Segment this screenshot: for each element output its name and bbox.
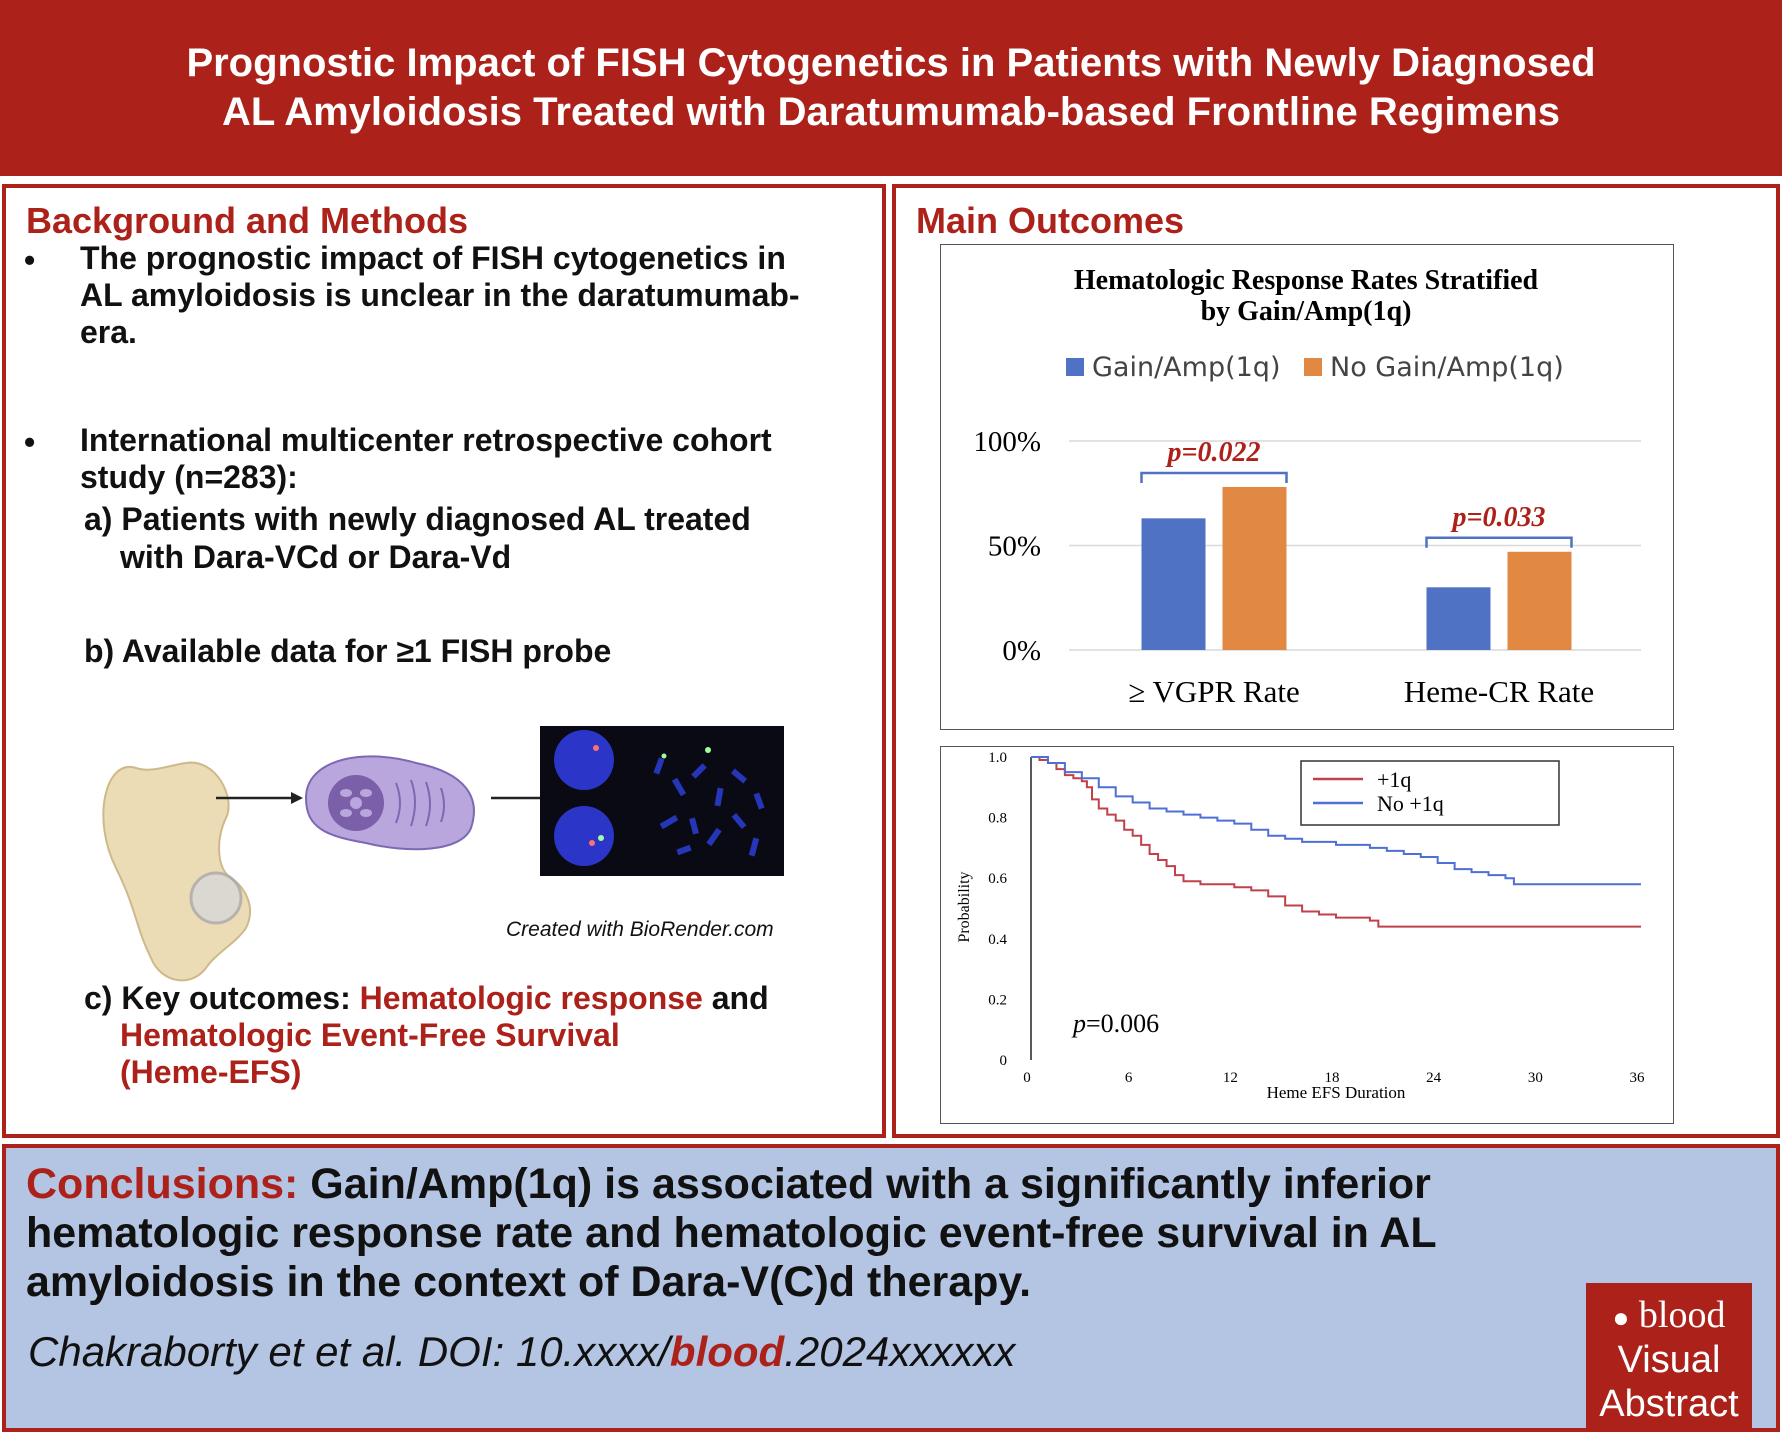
bullet-2-line-1: International multicenter retrospective … <box>80 422 772 458</box>
bar <box>1222 486 1287 650</box>
outcomes-heading: Main Outcomes <box>916 200 1185 241</box>
x-tick-label: 36 <box>1630 1070 1646 1086</box>
fish-microscopy-image <box>540 726 784 876</box>
item-a-line-1: a) Patients with newly diagnosed AL trea… <box>84 501 751 537</box>
bullet-1-line-3: era. <box>80 314 137 350</box>
km-p-value: p=0.006 <box>1071 1009 1159 1038</box>
legend-label: Gain/Amp(1q) <box>1092 352 1280 383</box>
blood-logo: ● blood <box>1586 1293 1752 1337</box>
bar-chart-title-line-1: Hematologic Response Rates Stratified <box>1074 265 1539 296</box>
bullet-2-text: International multicenter retrospective … <box>80 422 772 496</box>
x-tick-label: 30 <box>1528 1070 1543 1086</box>
conclusions-line-1: Gain/Amp(1q) is associated with a signif… <box>298 1160 1431 1208</box>
km-legend-box <box>1300 760 1560 826</box>
legend-label: No +1q <box>1377 791 1444 816</box>
title-line-2: AL Amyloidosis Treated with Daratumumab-… <box>221 90 1561 134</box>
item-c: c) Key outcomes: Hematologic response an… <box>84 980 769 1091</box>
significance-bracket <box>1140 471 1288 483</box>
x-tick-label: 0 <box>1023 1070 1031 1086</box>
y-tick-label: 0.2 <box>988 992 1007 1008</box>
category-label: ≥ VGPR Rate <box>1128 674 1299 709</box>
badge-line-2: Abstract <box>1599 1383 1739 1425</box>
x-axis-label: Heme EFS Duration <box>1267 1083 1406 1102</box>
blood-visual-abstract-badge: ● blood Visual Abstract <box>1586 1283 1752 1431</box>
bar <box>1141 518 1206 650</box>
citation-journal: blood <box>669 1328 785 1375</box>
y-tick-label: 0 <box>1000 1053 1008 1069</box>
km-chart-box: 0 0.2 0.4 0.6 0.8 1.0 0 6 12 18 24 30 36 Heme EFS Dur… <box>940 746 1674 1124</box>
bar-chart: Hematologic Response Rates Stratifiedby … <box>973 265 1641 709</box>
bar-chart-box: Hematologic Response Rates Stratified by … <box>940 244 1674 730</box>
fish-workflow-illustration <box>102 726 784 982</box>
plasma-cell-icon <box>304 755 475 851</box>
bullet-1-line-2: AL amyloidosis is unclear in the daratum… <box>80 277 800 313</box>
y-tick-label: 0.6 <box>988 871 1007 887</box>
legend-swatch <box>1066 358 1084 376</box>
y-axis-label: Probability <box>956 871 973 942</box>
x-tick-label: 12 <box>1223 1070 1238 1086</box>
legend-label: +1q <box>1377 767 1411 792</box>
title-line-1: Prognostic Impact of FISH Cytogenetics i… <box>186 41 1596 85</box>
citation: Chakraborty et et al. DOI: 10.xxxx/blood… <box>28 1328 1015 1376</box>
item-c-highlight-2: Hematologic Event-Free Survival <box>120 1017 620 1053</box>
blood-logo-text: blood <box>1638 1294 1726 1336</box>
conclusions-line-2: hematologic response rate and hematologi… <box>26 1209 1437 1257</box>
item-c-highlight-3: (Heme-EFS) <box>120 1054 302 1090</box>
legend-swatch <box>1304 358 1322 376</box>
item-c-highlight-1: Hematologic response <box>359 980 703 1016</box>
y-tick-label: 0.8 <box>988 811 1007 827</box>
conclusions-label: Conclusions: <box>26 1160 299 1208</box>
bullet-marker: • <box>24 424 36 460</box>
bullet-1-text: The prognostic impact of FISH cytogeneti… <box>80 240 800 351</box>
y-tick-label: 100% <box>973 426 1041 458</box>
y-tick-label: 50% <box>988 531 1041 563</box>
bar <box>1426 587 1491 650</box>
bullet-2-line-2: study (n=283): <box>80 459 298 495</box>
biorender-credit: Created with BioRender.com <box>506 918 774 941</box>
item-c-mid: and <box>702 980 769 1016</box>
y-tick-label: 1.0 <box>988 750 1007 766</box>
p-value-label: p=0.022 <box>1166 437 1261 468</box>
arrow-head <box>291 792 303 804</box>
legend-label: No Gain/Amp(1q) <box>1330 352 1564 383</box>
citation-suffix: .2024xxxxxx <box>784 1328 1016 1375</box>
significance-bracket <box>1425 536 1573 548</box>
y-tick-label: 0% <box>1002 635 1041 667</box>
conclusions-text: Conclusions: Gain/Amp(1q) is associated … <box>26 1160 1526 1307</box>
p-value-label: p=0.033 <box>1451 502 1546 533</box>
badge-line-1: Visual <box>1617 1339 1721 1381</box>
x-tick-label: 18 <box>1325 1070 1340 1086</box>
conclusions-panel: Conclusions: Gain/Amp(1q) is associated … <box>2 1144 1780 1432</box>
category-label: Heme-CR Rate <box>1404 674 1594 709</box>
x-tick-label: 6 <box>1125 1070 1133 1086</box>
x-tick-label: 24 <box>1426 1070 1442 1086</box>
citation-prefix: Chakraborty et et al. DOI: 10.xxxx/ <box>28 1328 670 1375</box>
main-outcomes-panel: Main Outcomes Hematologic Response Rates… <box>892 184 1780 1138</box>
item-a: a) Patients with newly diagnosed AL trea… <box>84 500 751 576</box>
blood-drop-icon: ● <box>1612 1303 1630 1334</box>
background-heading: Background and Methods <box>26 200 469 241</box>
survival-curve <box>1031 756 1641 928</box>
bullet-marker: • <box>24 242 36 278</box>
bar <box>1507 551 1572 650</box>
km-chart: 0 0.2 0.4 0.6 0.8 1.0 0 6 12 18 24 30 36 Heme EFS Dur… <box>956 750 1646 1102</box>
conclusions-line-3: amyloidosis in the context of Dara-V(C)d… <box>26 1258 1032 1306</box>
background-methods-panel: Background and Methods • The prognostic … <box>2 184 886 1138</box>
title-banner: Prognostic Impact of FISH Cytogenetics i… <box>0 0 1782 176</box>
item-a-line-2: with Dara-VCd or Dara-Vd <box>120 539 512 575</box>
item-c-prefix: c) Key outcomes: <box>84 980 360 1016</box>
y-tick-label: 0.4 <box>988 932 1007 948</box>
bullet-1-line-1: The prognostic impact of FISH cytogeneti… <box>80 240 786 276</box>
bar-chart-title-line-2: by Gain/Amp(1q) <box>1201 296 1412 327</box>
pelvis-bone-icon <box>102 761 251 982</box>
survival-curve <box>1031 756 1641 886</box>
item-b: b) Available data for ≥1 FISH probe <box>84 633 612 669</box>
